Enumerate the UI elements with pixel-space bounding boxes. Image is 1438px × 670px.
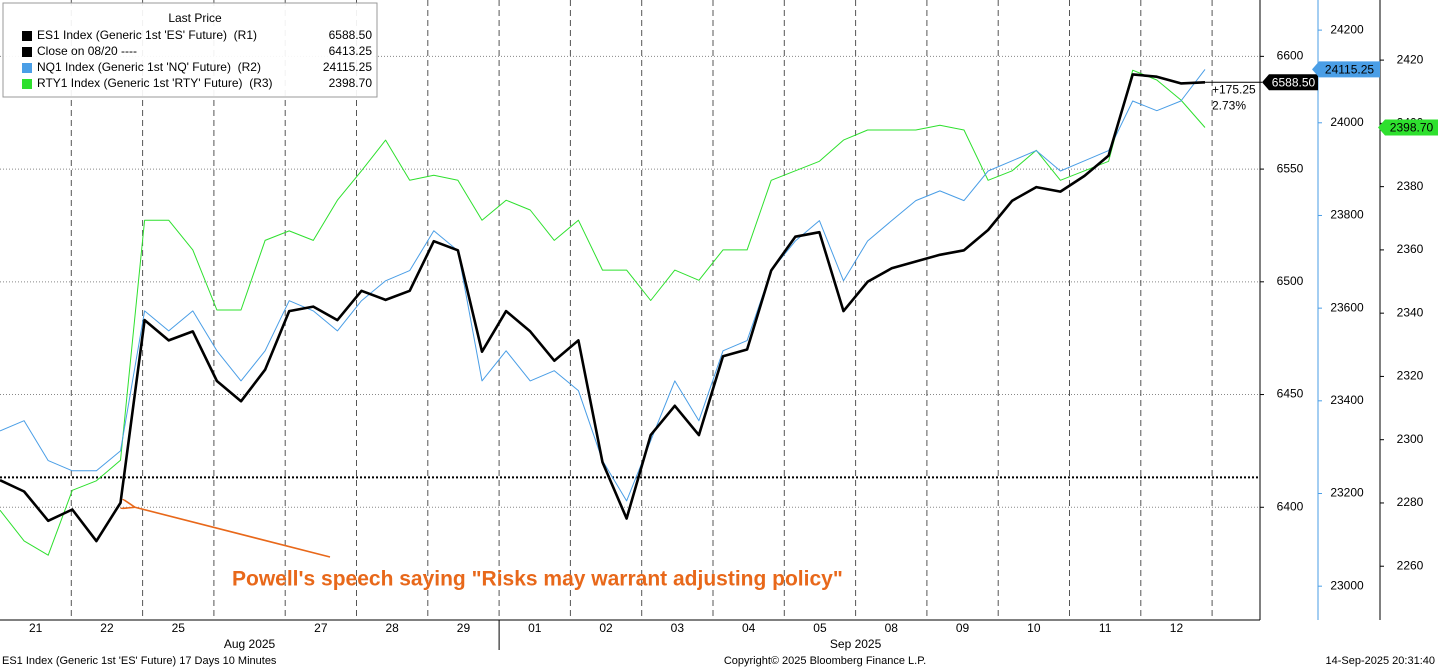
y2-tick-label: 23000 xyxy=(1330,578,1364,592)
x-tick-label: 29 xyxy=(457,621,471,635)
y3-tick-label: 2360 xyxy=(1397,242,1424,256)
y3-tick-label: 2380 xyxy=(1397,179,1424,193)
y-tick-label: 6600 xyxy=(1277,49,1304,63)
x-tick-label: 04 xyxy=(742,621,756,635)
series-lines xyxy=(0,69,1206,556)
legend-swatch xyxy=(22,47,32,57)
y-tick-label: 6550 xyxy=(1277,161,1304,175)
y-tick-label: 6500 xyxy=(1277,274,1304,288)
y2-tick-label: 24000 xyxy=(1330,115,1364,129)
y3-tick-label: 2420 xyxy=(1397,52,1424,66)
y2-tick-label: 23600 xyxy=(1330,300,1364,314)
last-price-label: 2398.70 xyxy=(1390,121,1434,135)
y3-tick-label: 2280 xyxy=(1397,495,1424,509)
x-tick-label: 10 xyxy=(1027,621,1041,635)
last-price-label: 6588.50 xyxy=(1272,75,1316,89)
y3-tick-label: 2300 xyxy=(1397,432,1424,446)
change-percent: 2.73% xyxy=(1212,98,1246,112)
x-tick-label: 11 xyxy=(1099,621,1112,635)
legend: Last Price ES1 Index (Generic 1st 'ES' F… xyxy=(2,2,378,98)
footer-left: ES1 Index (Generic 1st 'ES' Future) 17 D… xyxy=(2,655,277,667)
series-line xyxy=(0,73,1206,543)
legend-value: 6413.25 xyxy=(329,44,373,58)
x-tick-label: 21 xyxy=(29,621,43,635)
legend-swatch xyxy=(22,63,32,73)
legend-value: 6588.50 xyxy=(329,28,373,42)
series-line xyxy=(0,69,1206,556)
y2-tick-label: 23200 xyxy=(1330,486,1364,500)
y2-tick-label: 23800 xyxy=(1330,208,1364,222)
month-label: Sep 2025 xyxy=(830,637,882,651)
x-tick-label: 03 xyxy=(671,621,685,635)
series-line xyxy=(0,69,1206,502)
legend-title: Last Price xyxy=(168,11,222,25)
y2-tick-label: 23400 xyxy=(1330,393,1364,407)
y-tick-label: 6450 xyxy=(1277,387,1304,401)
change-points: +175.25 xyxy=(1212,82,1256,96)
y3-tick-label: 2260 xyxy=(1397,558,1424,572)
x-tick-label: 12 xyxy=(1170,621,1184,635)
x-tick-label: 01 xyxy=(528,621,542,635)
x-tick-label: 08 xyxy=(885,621,899,635)
x-tick-label: 28 xyxy=(385,621,399,635)
x-tick-label: 02 xyxy=(599,621,613,635)
legend-value: 2398.70 xyxy=(329,76,373,90)
last-price-tag xyxy=(1378,119,1438,136)
footer-right: 14-Sep-2025 20:31:40 xyxy=(1326,655,1435,667)
legend-label: RTY1 Index (Generic 1st 'RTY' Future) (R… xyxy=(37,76,273,90)
y3-tick-label: 2340 xyxy=(1397,305,1424,319)
last-price-label: 24115.25 xyxy=(1325,63,1374,77)
legend-label: ES1 Index (Generic 1st 'ES' Future) (R1) xyxy=(37,28,257,42)
legend-swatch xyxy=(22,31,32,41)
legend-box xyxy=(2,2,378,98)
grid xyxy=(0,0,1260,650)
last-price-tag xyxy=(1262,74,1318,91)
annotation-arrow xyxy=(134,507,331,558)
footer-center: Copyright© 2025 Bloomberg Finance L.P. xyxy=(724,655,926,667)
x-tick-label: 05 xyxy=(813,621,827,635)
x-tick-label: 27 xyxy=(314,621,328,635)
last-price-tag xyxy=(1312,61,1380,78)
y2-tick-label: 24200 xyxy=(1330,22,1364,36)
y-tick-label: 6400 xyxy=(1277,499,1304,513)
legend-label: NQ1 Index (Generic 1st 'NQ' Future) (R2) xyxy=(37,60,261,74)
x-tick-label: 22 xyxy=(100,621,114,635)
annotation: Powell's speech saying "Risks may warran… xyxy=(232,568,843,591)
legend-swatch xyxy=(22,79,32,89)
month-label: Aug 2025 xyxy=(224,637,276,651)
legend-label: Close on 08/20 ---- xyxy=(37,44,137,58)
legend-value: 24115.25 xyxy=(323,60,372,74)
x-tick-label: 25 xyxy=(172,621,186,635)
y3-tick-label: 2320 xyxy=(1397,369,1424,383)
x-tick-label: 09 xyxy=(956,621,970,635)
